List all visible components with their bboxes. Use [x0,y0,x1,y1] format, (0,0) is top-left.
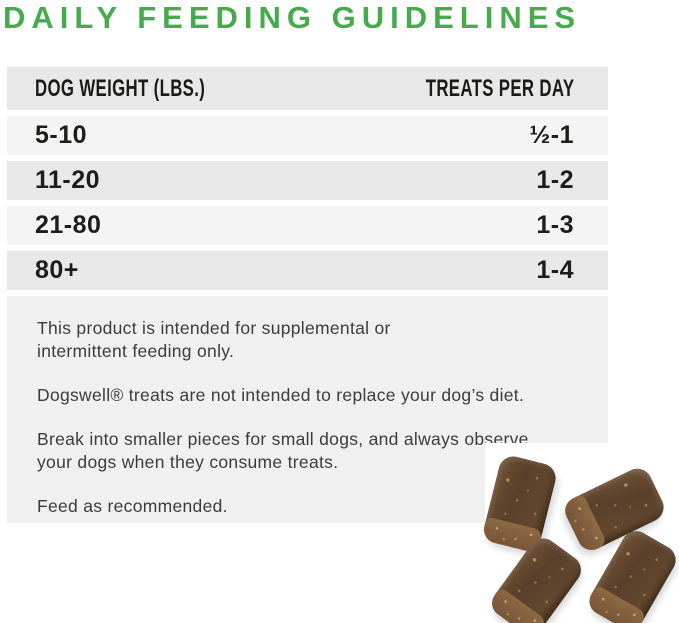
note-paragraph: Dogswell® treats are not intended to rep… [37,385,525,405]
weight-cell: 21-80 [35,211,102,239]
table-row: 5-10 ½-1 [7,116,608,155]
note-paragraph: Break into smaller pieces for small dogs… [37,429,529,472]
feeding-notes-box: This product is intended for supplementa… [7,296,608,523]
table-row: 80+ 1-4 [7,251,608,290]
table-header-row: DOG WEIGHT (LBS.) TREATS PER DAY [7,67,608,110]
feeding-table: DOG WEIGHT (LBS.) TREATS PER DAY 5-10 ½-… [7,67,608,290]
table-row: 11-20 1-2 [7,161,608,200]
treats-cell: 1-2 [536,166,574,194]
column-header-dog-weight: DOG WEIGHT (LBS.) [35,74,206,102]
treats-photo [481,443,679,623]
note-paragraph: Feed as recommended. [37,496,228,516]
weight-cell: 11-20 [35,166,101,194]
treats-cell: 1-3 [536,211,574,239]
weight-cell: 80+ [35,256,79,284]
treats-cell: 1-4 [536,256,574,284]
column-header-treats-per-day: TREATS PER DAY [425,74,574,102]
page-title: DAILY FEEDING GUIDELINES [3,0,582,35]
treat-piece [487,532,587,623]
table-row: 21-80 1-3 [7,206,608,245]
note-paragraph: This product is intended for supplementa… [37,318,391,361]
treats-cell: ½-1 [529,121,574,149]
weight-cell: 5-10 [35,121,88,149]
